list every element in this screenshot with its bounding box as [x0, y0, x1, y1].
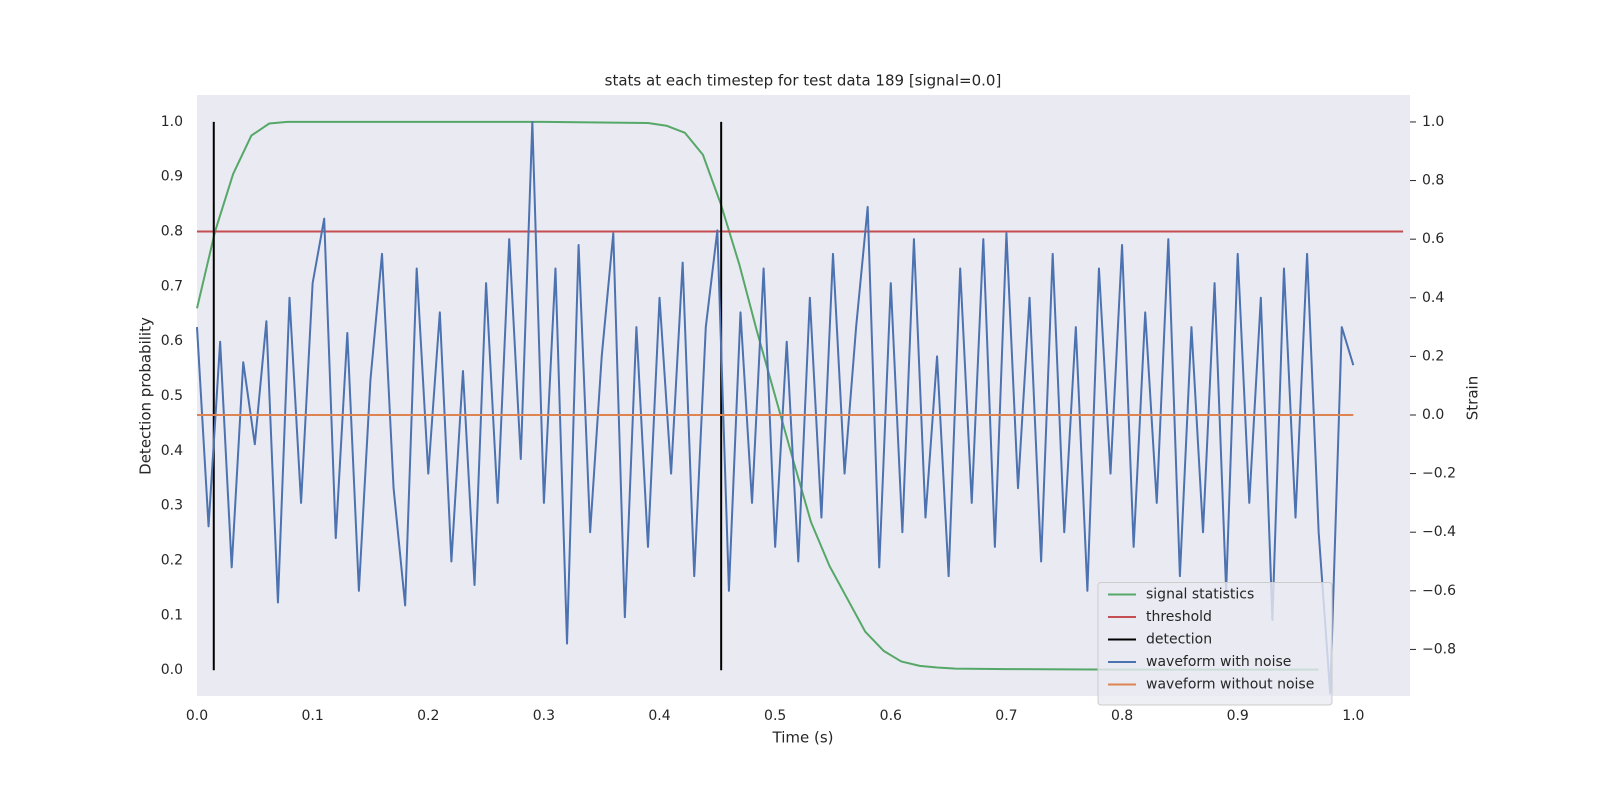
y-tick-label: 0.8: [161, 224, 183, 240]
y-tick-label: 0.5: [161, 388, 183, 404]
y2-tick-label: −0.2: [1422, 466, 1456, 482]
y2-tick-label: 0.0: [1422, 407, 1444, 423]
x-tick-label: 1.0: [1342, 708, 1364, 724]
y-axis-label: Detection probability: [137, 317, 155, 475]
x-tick-label: 0.1: [302, 708, 324, 724]
legend: signal statistics threshold detection wavef…: [1097, 582, 1333, 706]
marks: [196, 120, 1404, 695]
y-tick-label: 0.4: [161, 443, 183, 459]
legend-label: waveform with noise: [1146, 654, 1291, 670]
labels: 0.0 0.1 0.2 0.3 0.4 0.5 0.6 0.7 0.8 0.9 1.0 0.0 0.1 0…: [161, 114, 1456, 724]
y2-tick-label: −0.4: [1422, 524, 1456, 540]
y2-tick-label: 0.4: [1422, 290, 1444, 306]
y2-tick-label: 0.8: [1422, 173, 1444, 189]
x-tick-label: 0.2: [417, 708, 439, 724]
x-tick-label: 0.6: [880, 708, 902, 724]
y-tick-label: 0.1: [161, 607, 183, 623]
y-tick-label: 0.3: [161, 498, 183, 514]
y2-tick-label: −0.6: [1422, 583, 1456, 599]
y-tick-label: 1.0: [161, 114, 183, 130]
y-tick-label: 0.7: [161, 278, 183, 294]
y2-tick-label: 0.2: [1422, 348, 1444, 364]
x-tick-label: 0.7: [995, 708, 1017, 724]
x-tick-label: 0.0: [186, 708, 208, 724]
y2-tick-label: 0.6: [1422, 231, 1444, 247]
series-line: [196, 120, 1319, 671]
x-tick-label: 0.8: [1111, 708, 1133, 724]
y2-tick-label: −0.8: [1422, 641, 1456, 657]
y-tick-label: 0.2: [161, 553, 183, 569]
grid: [1410, 121, 1416, 650]
x-tick-label: 0.5: [764, 708, 786, 724]
chart-title: stats at each timestep for test data 189…: [605, 72, 1002, 90]
x-tick-label: 0.3: [533, 708, 555, 724]
y-tick-label: 0.9: [161, 169, 183, 185]
y2-tick-label: 1.0: [1422, 114, 1444, 130]
y-tick-label: 0.6: [161, 333, 183, 349]
legend-label: threshold: [1146, 609, 1212, 625]
legend-label: waveform without noise: [1146, 677, 1314, 693]
x-axis-label: Time (s): [772, 729, 834, 747]
x-tick-label: 0.4: [648, 708, 670, 724]
legend-box: [1097, 582, 1333, 706]
y-tick-label: 0.0: [161, 662, 183, 678]
y2-axis-label: Strain: [1464, 376, 1482, 420]
legend-label: detection: [1146, 632, 1212, 648]
x-tick-label: 0.9: [1227, 708, 1249, 724]
legend-label: signal statistics: [1146, 587, 1254, 603]
